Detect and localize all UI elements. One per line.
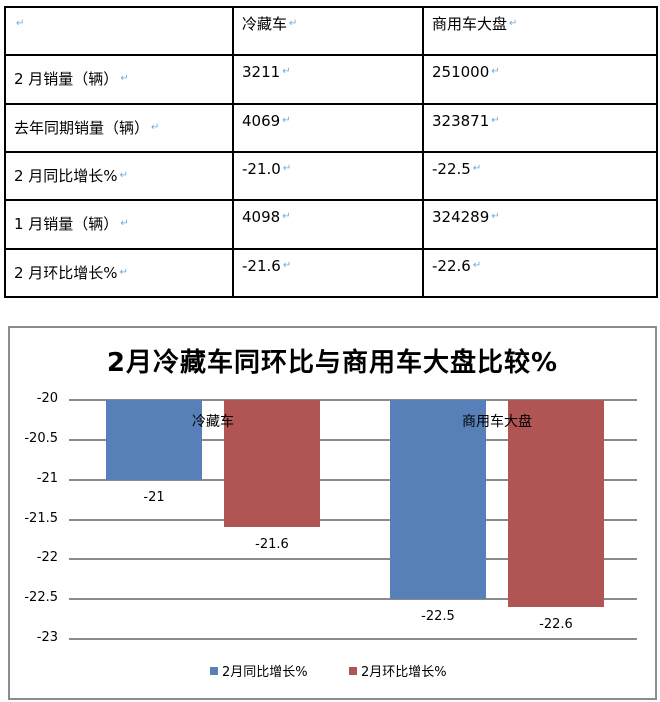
gridline — [69, 638, 637, 640]
bar-mom-0 — [224, 400, 320, 528]
return-mark-icon: ↵ — [119, 266, 128, 278]
return-mark-icon: ↵ — [119, 169, 128, 181]
return-mark-icon: ↵ — [282, 162, 292, 174]
legend-item: 2月同比增长% — [210, 661, 308, 680]
return-mark-icon: ↵ — [282, 211, 291, 223]
gridline — [69, 598, 637, 601]
gridline — [69, 558, 637, 561]
y-tick-label: -23 — [36, 630, 58, 645]
y-tick-label: -22 — [36, 550, 58, 566]
table-row: 2 月环比增长% ↵ -21.6 ↵ -22.6 ↵ — [4, 247, 658, 299]
cell-refrigerated: 4069 ↵ — [232, 102, 424, 153]
return-mark-icon: ↵ — [491, 211, 500, 223]
legend-swatch-icon — [349, 666, 357, 675]
row-label: 2 月环比增长% ↵ — [4, 247, 234, 299]
y-tick-label: -20 — [36, 391, 58, 406]
table-row: 2 月同比增长% ↵ -21.0 ↵ -22.5 ↵ — [4, 150, 658, 202]
return-mark-icon: ↵ — [491, 114, 500, 126]
cell-commercial: -22.6 ↵ — [422, 247, 658, 299]
cell-refrigerated: -21.0 ↵ — [232, 150, 424, 202]
legend-label: 2月环比增长% — [361, 665, 447, 680]
return-mark-icon: ↵ — [289, 18, 298, 29]
bar-chart: 2月冷藏车同环比与商用车大盘比较% -20 -20.5 -21 -21.5 -22 -22… — [8, 326, 657, 700]
cell-commercial: -22.5 ↵ — [422, 150, 658, 202]
data-label: -22.6 — [539, 617, 573, 633]
row-label: 2 月销量（辆） ↵ — [4, 54, 234, 105]
return-mark-icon: ↵ — [491, 66, 500, 78]
table-row: 1 月销量（辆） ↵ 4098 ↵ 324289 ↵ — [4, 199, 658, 250]
legend-label: 2月同比增长% — [222, 665, 308, 680]
return-mark-icon: ↵ — [120, 218, 129, 230]
cell-commercial: 324289 ↵ — [422, 199, 658, 250]
return-mark-icon: ↵ — [282, 114, 291, 126]
return-mark-icon: ↵ — [472, 259, 482, 271]
header-cell-refrigerated: 冷藏车 ↵ — [232, 5, 424, 57]
cell-commercial: 323871 ↵ — [422, 102, 658, 153]
sales-comparison-table: ↵ 冷藏车 ↵ 商用车大盘 ↵ 2 月销量（辆） ↵ 3211 ↵ 251000 ↵ 去年… — [4, 5, 658, 299]
gridline — [69, 478, 637, 481]
return-mark-icon: ↵ — [282, 66, 291, 78]
bar-yoy-0 — [106, 400, 202, 480]
row-label: 1 月销量（辆） ↵ — [4, 199, 234, 250]
row-label: 2 月同比增长% ↵ — [4, 150, 234, 202]
return-mark-icon: ↵ — [16, 18, 25, 29]
header-cell-commercial: 商用车大盘 ↵ — [422, 5, 658, 57]
data-label: -22.5 — [421, 609, 455, 625]
return-mark-icon: ↵ — [282, 259, 292, 271]
gridline — [69, 438, 637, 441]
y-tick-label: -20.5 — [24, 430, 58, 446]
table-row: 2 月销量（辆） ↵ 3211 ↵ 251000 ↵ — [4, 54, 658, 105]
category-label: 冷藏车 — [192, 414, 234, 430]
cell-refrigerated: 4098 ↵ — [232, 199, 424, 250]
legend-item: 2月环比增长% — [349, 661, 447, 680]
table-row: 去年同期销量（辆） ↵ 4069 ↵ 323871 ↵ — [4, 102, 658, 153]
data-label: -21.6 — [255, 537, 289, 553]
cell-refrigerated: 3211 ↵ — [232, 54, 424, 105]
data-label: -21 — [143, 489, 165, 505]
chart-title: 2月冷藏车同环比与商用车大盘比较% — [106, 348, 559, 378]
plot-area: -20 -20.5 -21 -21.5 -22 -22.5 -23 -21 -22.5 -21.6… — [10, 328, 655, 698]
row-label: 去年同期销量（辆） ↵ — [4, 102, 234, 153]
return-mark-icon: ↵ — [509, 18, 518, 29]
return-mark-icon: ↵ — [472, 162, 482, 174]
bar-mom-1 — [508, 400, 604, 608]
y-tick-label: -22.5 — [24, 590, 58, 606]
chart-legend: 2月同比增长% 2月环比增长% — [10, 661, 655, 681]
legend-swatch-icon — [210, 666, 218, 675]
y-tick-label: -21 — [36, 470, 58, 486]
cell-refrigerated: -21.6 ↵ — [232, 247, 424, 299]
return-mark-icon: ↵ — [151, 121, 160, 133]
gridline — [69, 518, 637, 521]
header-cell-empty: ↵ — [4, 5, 234, 57]
return-mark-icon: ↵ — [120, 73, 129, 85]
category-label: 商用车大盘 — [462, 414, 532, 430]
cell-commercial: 251000 ↵ — [422, 54, 658, 105]
y-tick-label: -21.5 — [24, 510, 58, 526]
bar-yoy-1 — [390, 400, 486, 600]
gridline — [69, 399, 637, 401]
table-header-row: ↵ 冷藏车 ↵ 商用车大盘 ↵ — [4, 5, 658, 57]
